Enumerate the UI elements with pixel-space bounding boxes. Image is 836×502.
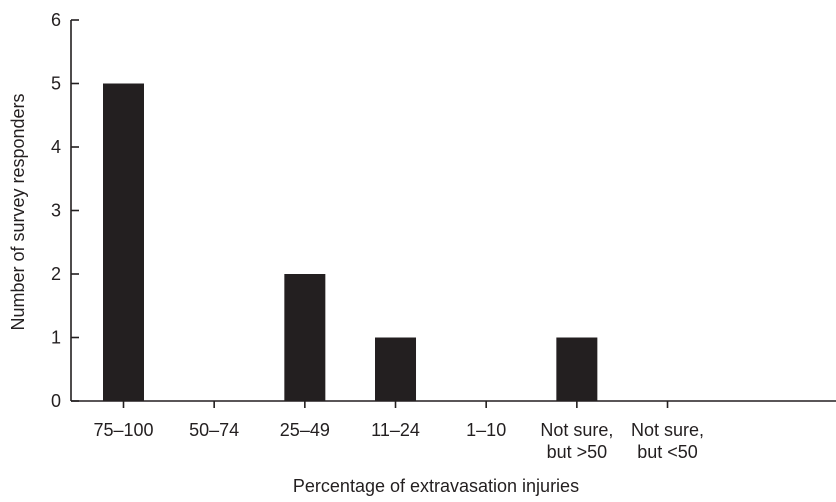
y-tick-label: 4 [51, 137, 61, 157]
bar [284, 274, 326, 401]
y-axis-title: Number of survey responders [8, 93, 28, 330]
y-tick-label: 0 [51, 391, 61, 411]
x-tick-label: Not sure, but <50 [631, 420, 704, 462]
y-tick-label: 1 [51, 328, 61, 348]
y-tick-label: 3 [51, 201, 61, 221]
y-tick-label: 2 [51, 264, 61, 284]
x-axis: 75–100 50–74 25–49 11–24 1–10 Not sure, but >5… [71, 400, 836, 462]
bar [375, 337, 417, 401]
bars [103, 83, 598, 401]
x-tick-label: 25–49 [280, 420, 330, 440]
x-tick-label: 50–74 [189, 420, 239, 440]
x-tick-label: 1–10 [466, 420, 506, 440]
bar [556, 337, 598, 401]
x-tick-label: 75–100 [93, 420, 153, 440]
x-tick-label: Not sure, but >50 [540, 420, 613, 462]
y-tick-label: 5 [51, 74, 61, 94]
y-tick-label: 6 [51, 10, 61, 30]
x-tick-label: 11–24 [371, 420, 420, 440]
x-axis-title: Percentage of extravasation injuries [293, 476, 579, 496]
bar [103, 83, 144, 401]
y-axis: 0 1 2 3 4 5 6 [51, 10, 79, 411]
